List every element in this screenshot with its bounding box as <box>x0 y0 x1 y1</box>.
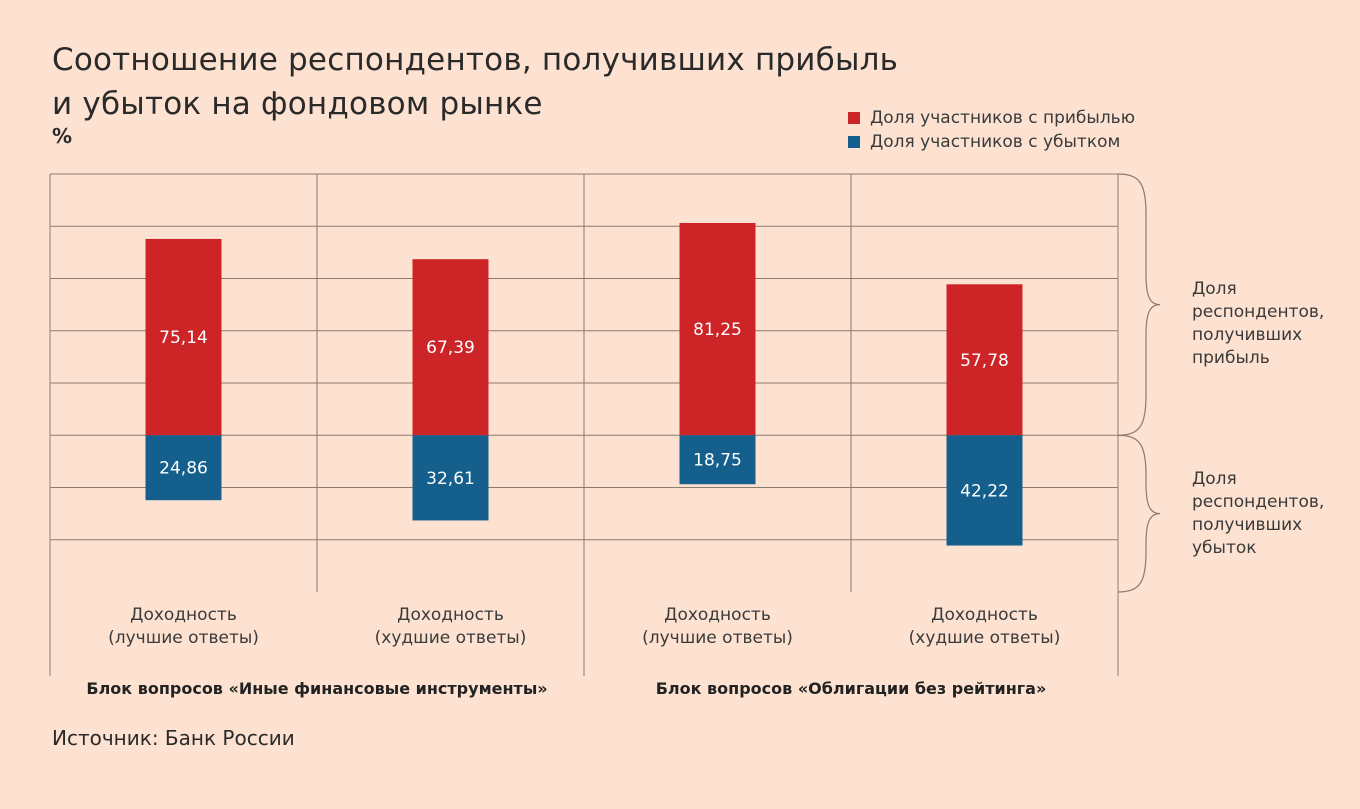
brace-label: Доля <box>1192 279 1237 299</box>
brace-label: респондентов, <box>1192 302 1324 322</box>
legend-swatch-profit <box>848 112 860 124</box>
title-line-1: Соотношение респондентов, получивших при… <box>52 42 899 78</box>
source-note: Источник: Банк России <box>52 726 295 750</box>
data-label-loss: 18,75 <box>693 451 742 471</box>
x-tick-label: (худшие ответы) <box>909 628 1061 648</box>
brace-label: прибыль <box>1192 348 1270 368</box>
data-label-loss: 24,86 <box>159 459 208 479</box>
brace <box>1117 434 1161 593</box>
brace-label: респондентов, <box>1192 492 1324 512</box>
legend-label-profit: Доля участников с прибылью <box>870 108 1136 128</box>
x-tick-label: Доходность <box>130 605 237 625</box>
brace-label: Доля <box>1192 469 1237 489</box>
data-label-profit: 57,78 <box>960 351 1009 371</box>
legend: Доля участников с прибылью Доля участник… <box>848 106 1135 154</box>
bar-loss <box>946 435 1023 546</box>
bar-loss <box>679 435 756 485</box>
bar-profit <box>679 222 756 436</box>
bar-profit <box>145 238 222 436</box>
data-label-profit: 81,25 <box>693 320 742 340</box>
legend-swatch-loss <box>848 136 860 148</box>
x-tick-label: Доходность <box>931 605 1038 625</box>
bar-loss <box>145 435 222 501</box>
brace <box>1117 173 1161 436</box>
x-tick-label: (лучшие ответы) <box>642 628 793 648</box>
group-label: Блок вопросов «Иные финансовые инструмен… <box>86 679 547 698</box>
x-tick-label: Доходность <box>664 605 771 625</box>
title-line-2: и убыток на фондовом рынке <box>52 86 543 122</box>
x-tick-label: (худшие ответы) <box>375 628 527 648</box>
bar-loss <box>412 435 489 521</box>
bar-profit <box>412 259 489 436</box>
legend-label-loss: Доля участников с убытком <box>870 132 1121 152</box>
data-label-loss: 32,61 <box>426 469 475 489</box>
brace-label: получивших <box>1192 515 1302 535</box>
data-label-profit: 67,39 <box>426 338 475 358</box>
bar-profit <box>946 284 1023 436</box>
x-tick-label: (лучшие ответы) <box>108 628 259 648</box>
chart-title: Соотношение респондентов, получивших при… <box>52 38 898 126</box>
data-label-profit: 75,14 <box>159 328 208 348</box>
group-label: Блок вопросов «Облигации без рейтинга» <box>656 679 1047 698</box>
unit-label: % <box>52 124 73 148</box>
legend-item-loss: Доля участников с убытком <box>848 130 1135 154</box>
legend-item-profit: Доля участников с прибылью <box>848 106 1135 130</box>
brace-label: убыток <box>1192 538 1257 558</box>
brace-label: получивших <box>1192 325 1302 345</box>
x-tick-label: Доходность <box>397 605 504 625</box>
data-label-loss: 42,22 <box>960 481 1009 501</box>
